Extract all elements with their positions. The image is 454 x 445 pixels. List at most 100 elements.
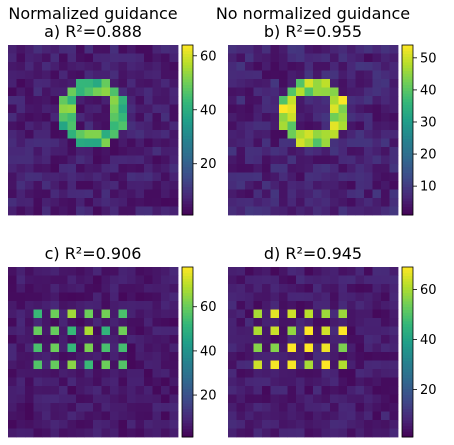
colorbar-segment [182, 132, 193, 137]
heatmap-cell [262, 198, 271, 207]
heatmap-cell [253, 113, 263, 122]
heatmap-cell [8, 267, 17, 276]
heatmap-cell [42, 189, 51, 199]
heatmap-cell [169, 428, 179, 438]
heatmap-cell [364, 79, 373, 88]
heatmap-cell [161, 275, 170, 285]
heatmap-cell [253, 172, 263, 182]
heatmap-cell [110, 53, 119, 63]
heatmap-cell [347, 326, 356, 336]
heatmap-cell [287, 172, 297, 182]
colorbar-segment [182, 369, 193, 373]
heatmap-cell [135, 309, 145, 319]
colorbar-segment [182, 164, 193, 168]
heatmap-cell [152, 113, 162, 122]
heatmap-cell [381, 377, 390, 387]
heatmap-cell [245, 198, 254, 207]
heatmap-cell [330, 326, 339, 336]
heatmap-cell [381, 121, 390, 131]
heatmap-cell [364, 284, 373, 293]
heatmap-cell [389, 394, 399, 404]
heatmap-cell [93, 335, 102, 344]
heatmap-cell [389, 267, 399, 276]
heatmap-cell [152, 189, 162, 199]
heatmap-cell [296, 164, 305, 173]
heatmap-cell [245, 420, 254, 429]
heatmap-cell [313, 352, 322, 361]
heatmap-cell [236, 411, 246, 421]
heatmap-cell [101, 352, 111, 361]
heatmap-cell [144, 292, 153, 302]
heatmap-cell [287, 360, 297, 370]
heatmap-cell [50, 155, 60, 165]
heatmap-cell [135, 301, 145, 310]
heatmap-cell [321, 138, 331, 148]
heatmap-cell [347, 164, 356, 173]
heatmap-cell [67, 275, 77, 285]
heatmap-cell [8, 284, 17, 293]
heatmap-cell [50, 394, 60, 404]
heatmap-cell [16, 275, 26, 285]
colorbar-segment [182, 59, 193, 63]
heatmap-cell [144, 420, 153, 429]
heatmap-cell [253, 181, 263, 190]
heatmap-cell [152, 87, 162, 97]
heatmap-cell [76, 45, 85, 54]
heatmap-cell [372, 284, 382, 293]
heatmap-cell [279, 394, 288, 404]
heatmap-cell [25, 267, 34, 276]
heatmap-cell [33, 301, 43, 310]
heatmap-cell [313, 87, 322, 97]
heatmap-cell [42, 172, 51, 182]
heatmap-cell [169, 198, 179, 207]
heatmap-cell [127, 267, 136, 276]
heatmap-cell [338, 386, 348, 395]
heatmap-cell [135, 130, 145, 139]
heatmap-cell [25, 301, 34, 310]
heatmap-cell [76, 318, 85, 327]
heatmap-cell [161, 96, 170, 105]
heatmap-cell [25, 53, 34, 63]
heatmap-cell [118, 164, 128, 173]
heatmap-cell [67, 318, 77, 327]
panel-title: a) R²=0.888 [44, 22, 142, 41]
heatmap-cell [304, 104, 314, 114]
heatmap-cell [330, 377, 339, 387]
heatmap-cell [270, 326, 280, 336]
heatmap-cell [245, 318, 254, 327]
heatmap-cell [381, 62, 390, 71]
heatmap-cell [372, 267, 382, 276]
heatmap-cell [338, 121, 348, 131]
heatmap-cell [101, 70, 111, 80]
heatmap-cell [93, 360, 102, 370]
heatmap-cell [287, 284, 297, 293]
heatmap-cell [364, 130, 373, 139]
heatmap-cell [304, 386, 314, 395]
heatmap-cell [169, 411, 179, 421]
heatmap-cell [287, 369, 297, 378]
heatmap-cell [236, 377, 246, 387]
heatmap-cell [76, 267, 85, 276]
heatmap-cell [76, 275, 85, 285]
heatmap-cell [287, 70, 297, 80]
heatmap-cell [152, 45, 162, 54]
heatmap-cell [279, 206, 288, 216]
heatmap-cell [228, 343, 237, 353]
heatmap-cell [161, 428, 170, 438]
heatmap-cell [16, 189, 26, 199]
heatmap-cell [313, 147, 322, 156]
heatmap-cell [42, 377, 51, 387]
heatmap-cell [101, 411, 111, 421]
heatmap-cell [338, 343, 348, 353]
heatmap-cell [59, 411, 68, 421]
heatmap-cell [270, 403, 280, 412]
heatmap-cell [42, 96, 51, 105]
colorbar-segment [402, 326, 413, 330]
heatmap-cell [228, 104, 237, 114]
heatmap-cell [304, 70, 314, 80]
heatmap-cell [228, 267, 237, 276]
heatmap-cell [296, 326, 305, 336]
heatmap-cell [330, 113, 339, 122]
heatmap-cell [287, 53, 297, 63]
colorbar-segment [182, 374, 193, 378]
